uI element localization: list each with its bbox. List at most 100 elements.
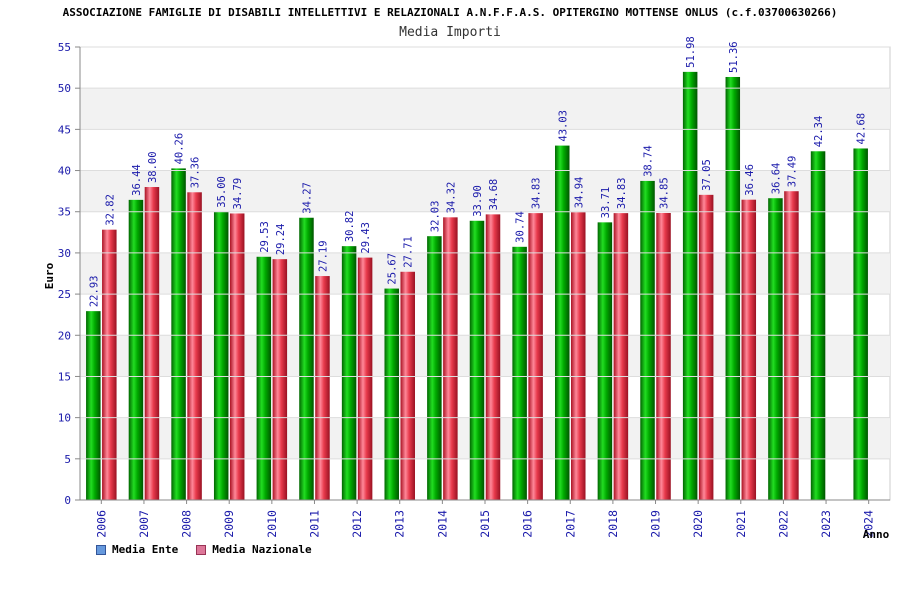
y-tick-label: 15 bbox=[58, 370, 71, 383]
data-label-media-nazionale-2006: 32.82 bbox=[104, 194, 116, 226]
x-tick-label-2017: 2017 bbox=[563, 510, 577, 538]
bar-media-ente-2006 bbox=[86, 311, 101, 500]
data-label-media-ente-2019: 38.74 bbox=[643, 145, 655, 177]
data-label-media-nazionale-2016: 34.83 bbox=[531, 178, 543, 210]
bar-media-ente-2013 bbox=[384, 288, 399, 500]
data-label-media-ente-2007: 36.44 bbox=[131, 164, 143, 196]
x-tick-label-2023: 2023 bbox=[819, 510, 833, 538]
data-label-media-nazionale-2019: 34.85 bbox=[659, 177, 671, 209]
y-tick-label: 45 bbox=[58, 123, 71, 136]
x-tick-label-2016: 2016 bbox=[521, 510, 535, 538]
data-label-media-nazionale-2011: 27.19 bbox=[317, 240, 329, 272]
data-label-media-nazionale-2017: 34.94 bbox=[573, 177, 585, 209]
data-label-media-ente-2011: 34.27 bbox=[301, 182, 313, 214]
x-tick-label-2015: 2015 bbox=[478, 510, 492, 538]
data-label-media-nazionale-2013: 27.71 bbox=[403, 236, 415, 268]
data-label-media-ente-2008: 40.26 bbox=[174, 133, 186, 165]
legend-label-ente: Media Ente bbox=[112, 543, 179, 556]
data-label-media-ente-2006: 22.93 bbox=[88, 276, 100, 308]
x-tick-label-2006: 2006 bbox=[94, 510, 108, 538]
legend-label-nazionale: Media Nazionale bbox=[212, 543, 312, 556]
x-tick-label-2007: 2007 bbox=[137, 510, 151, 538]
legend-swatch-nazionale bbox=[196, 544, 207, 555]
data-label-media-ente-2010: 29.53 bbox=[259, 221, 271, 253]
y-tick-label: 55 bbox=[58, 41, 71, 54]
y-tick-label: 25 bbox=[58, 288, 71, 301]
data-label-media-ente-2022: 36.64 bbox=[770, 163, 782, 195]
bar-media-nazionale-2010 bbox=[272, 259, 288, 500]
bar-media-nazionale-2022 bbox=[784, 191, 799, 500]
legend: Media Ente Media Nazionale bbox=[96, 543, 312, 556]
data-label-media-nazionale-2012: 29.43 bbox=[360, 222, 372, 254]
x-tick-label-2012: 2012 bbox=[350, 510, 364, 538]
bar-media-nazionale-2018 bbox=[613, 213, 629, 501]
data-label-media-ente-2016: 30.74 bbox=[515, 211, 527, 243]
bar-media-ente-2012 bbox=[341, 246, 357, 500]
bar-media-ente-2008 bbox=[171, 168, 186, 501]
data-label-media-ente-2009: 35.00 bbox=[216, 176, 228, 208]
bar-media-ente-2010 bbox=[256, 256, 272, 500]
bar-media-ente-2022 bbox=[768, 198, 783, 500]
x-tick-label-2014: 2014 bbox=[435, 510, 449, 538]
y-tick-label: 5 bbox=[64, 453, 71, 466]
data-label-media-ente-2017: 43.03 bbox=[557, 110, 569, 142]
y-tick-label: 10 bbox=[58, 412, 71, 425]
bar-media-ente-2007 bbox=[128, 199, 144, 500]
x-tick-label-2013: 2013 bbox=[393, 510, 407, 538]
bar-media-nazionale-2016 bbox=[528, 213, 543, 501]
x-axis-label: Anno bbox=[863, 528, 890, 541]
bar-media-ente-2009 bbox=[213, 211, 229, 500]
data-label-media-nazionale-2010: 29.24 bbox=[275, 224, 287, 256]
bar-media-nazionale-2020 bbox=[698, 194, 714, 501]
legend-item-nazionale: Media Nazionale bbox=[196, 543, 312, 556]
bar-media-nazionale-2009 bbox=[229, 213, 245, 500]
x-tick-label-2024: 2024 bbox=[862, 510, 876, 538]
data-label-media-nazionale-2020: 37.05 bbox=[701, 159, 713, 191]
bar-media-nazionale-2008 bbox=[187, 192, 202, 500]
bar-media-nazionale-2021 bbox=[741, 199, 757, 500]
x-tick-label-2008: 2008 bbox=[180, 510, 194, 538]
bar-media-ente-2018 bbox=[597, 222, 613, 501]
data-label-media-nazionale-2021: 36.46 bbox=[744, 164, 756, 196]
x-tick-label-2010: 2010 bbox=[265, 510, 279, 538]
y-tick-label: 30 bbox=[58, 247, 71, 260]
data-label-media-ente-2014: 32.03 bbox=[429, 201, 441, 233]
bar-media-ente-2011 bbox=[299, 217, 314, 501]
x-tick-label-2018: 2018 bbox=[606, 510, 620, 538]
data-label-media-ente-2023: 42.34 bbox=[813, 116, 825, 148]
chart-title: ASSOCIAZIONE FAMIGLIE DI DISABILI INTELL… bbox=[62, 6, 838, 19]
bar-media-nazionale-2019 bbox=[656, 212, 671, 501]
y-tick-label: 50 bbox=[58, 82, 71, 95]
legend-swatch-ente bbox=[96, 544, 106, 555]
data-label-media-ente-2013: 25.67 bbox=[387, 253, 399, 285]
data-label-media-ente-2024: 42.68 bbox=[856, 113, 868, 145]
bar-media-nazionale-2014 bbox=[443, 217, 458, 500]
x-tick-label-2022: 2022 bbox=[776, 510, 790, 538]
data-label-media-nazionale-2022: 37.49 bbox=[786, 156, 798, 188]
x-tick-label-2019: 2019 bbox=[649, 510, 663, 538]
bar-media-nazionale-2013 bbox=[400, 271, 415, 500]
bar-media-ente-2015 bbox=[469, 220, 485, 500]
chart-subtitle: Media Importi bbox=[399, 25, 501, 40]
bar-media-nazionale-2015 bbox=[485, 214, 501, 500]
data-label-media-ente-2012: 30.82 bbox=[344, 211, 356, 243]
y-tick-label: 20 bbox=[58, 329, 71, 342]
bar-media-nazionale-2012 bbox=[357, 257, 373, 500]
bar-media-ente-2019 bbox=[640, 180, 655, 500]
bar-media-ente-2020 bbox=[682, 71, 698, 501]
x-tick-label-2020: 2020 bbox=[691, 510, 705, 538]
bar-media-ente-2016 bbox=[512, 246, 527, 500]
bar-media-nazionale-2007 bbox=[144, 187, 160, 500]
x-tick-label-2021: 2021 bbox=[734, 510, 748, 538]
bar-media-nazionale-2006 bbox=[102, 229, 117, 500]
legend-item-ente: Media Ente bbox=[96, 543, 178, 556]
bar-media-ente-2021 bbox=[725, 76, 741, 501]
data-label-media-nazionale-2009: 34.79 bbox=[232, 178, 244, 210]
data-label-media-ente-2015: 33.90 bbox=[472, 185, 484, 217]
bar-media-nazionale-2011 bbox=[315, 276, 330, 500]
data-label-media-ente-2020: 51.98 bbox=[685, 36, 697, 68]
x-tick-label-2009: 2009 bbox=[222, 510, 236, 538]
data-label-media-nazionale-2014: 34.32 bbox=[445, 182, 457, 214]
data-label-media-ente-2018: 33.71 bbox=[600, 187, 612, 219]
